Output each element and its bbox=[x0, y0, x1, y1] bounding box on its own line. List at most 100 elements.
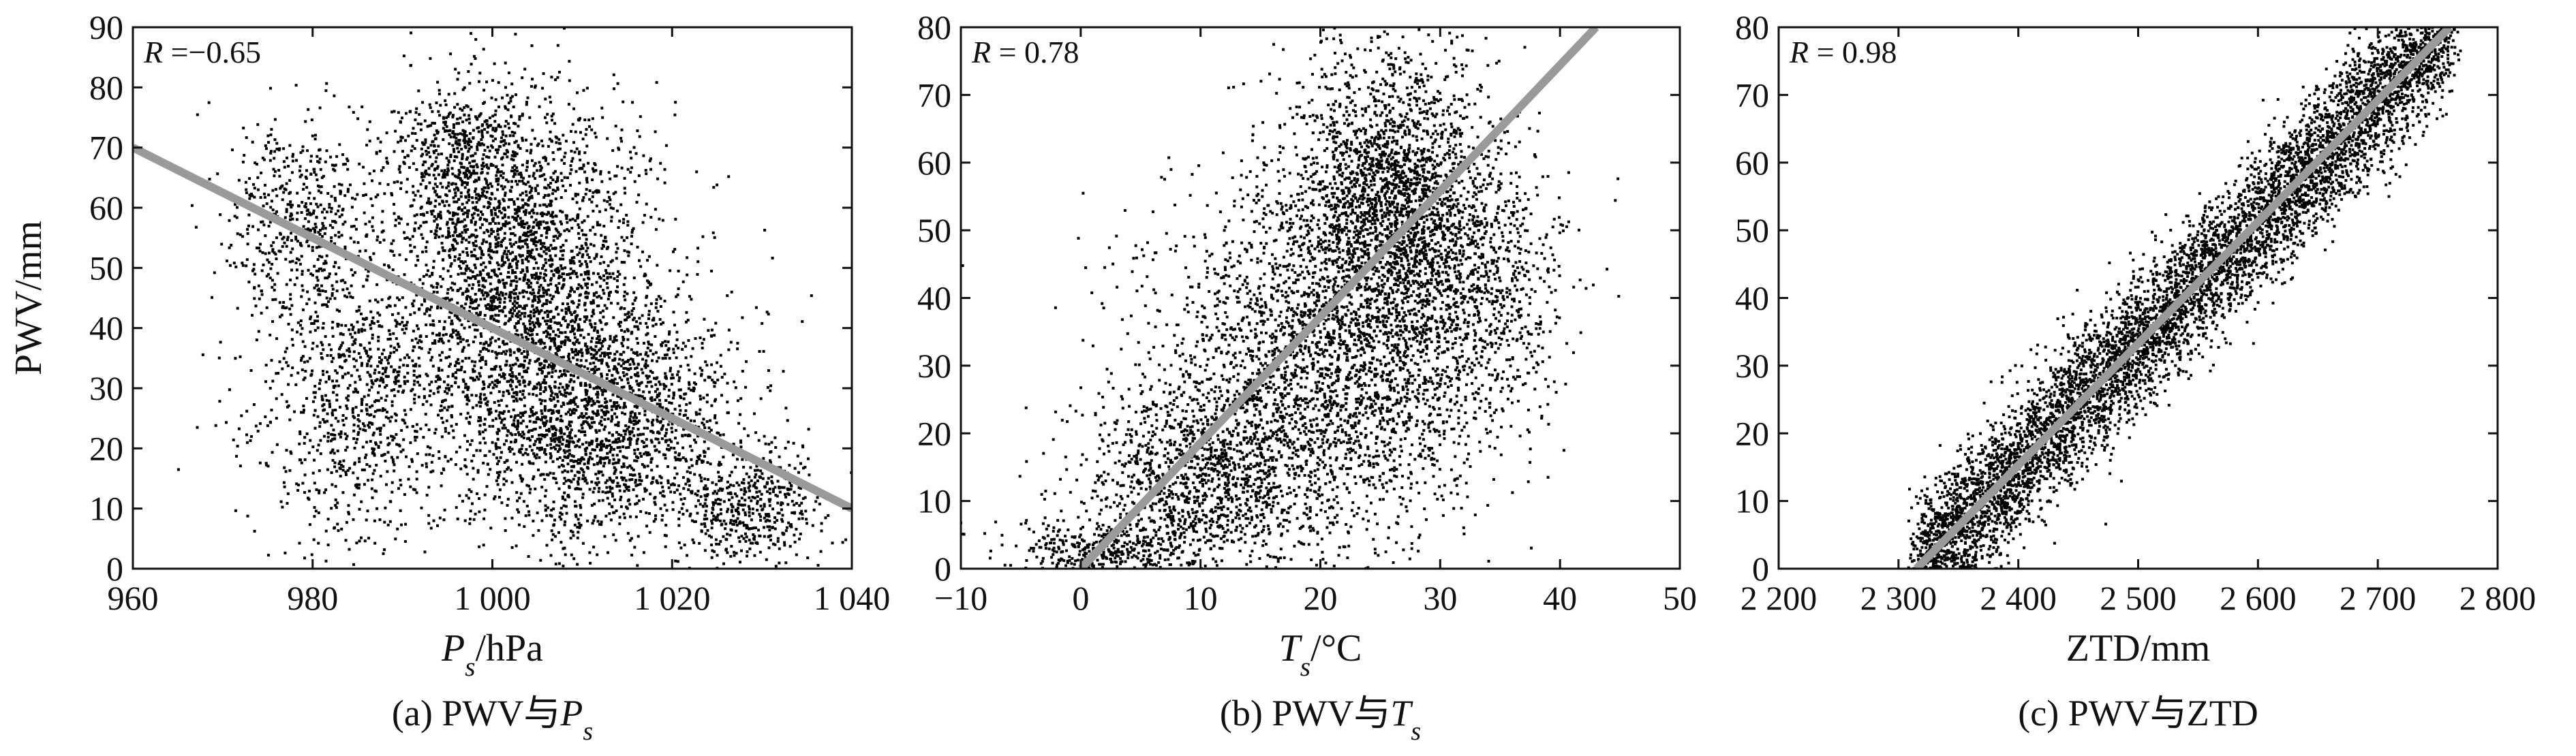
scatter-point bbox=[517, 364, 521, 368]
scatter-point bbox=[560, 222, 563, 225]
scatter-point bbox=[522, 364, 525, 367]
scatter-point bbox=[632, 488, 635, 491]
scatter-point bbox=[560, 513, 564, 516]
scatter-point bbox=[643, 487, 647, 490]
scatter-point bbox=[575, 147, 579, 151]
scatter-point bbox=[564, 311, 568, 314]
scatter-point bbox=[561, 420, 564, 423]
scatter-point bbox=[600, 415, 604, 419]
scatter-point bbox=[412, 299, 416, 302]
scatter-point bbox=[701, 342, 704, 345]
scatter-point bbox=[501, 130, 504, 133]
scatter-point bbox=[585, 393, 588, 396]
scatter-point bbox=[636, 353, 639, 357]
scatter-point bbox=[414, 221, 417, 225]
scatter-point bbox=[624, 313, 627, 316]
scatter-point bbox=[556, 450, 559, 453]
scatter-point bbox=[619, 471, 623, 474]
scatter-point bbox=[521, 430, 525, 434]
scatter-point bbox=[512, 200, 516, 204]
scatter-point bbox=[416, 327, 420, 330]
scatter-point bbox=[432, 259, 435, 263]
scatter-point bbox=[455, 329, 458, 332]
scatter-point bbox=[575, 363, 579, 366]
scatter-point bbox=[573, 500, 577, 503]
scatter-point bbox=[547, 409, 550, 412]
scatter-point bbox=[376, 193, 380, 197]
scatter-point bbox=[601, 309, 604, 313]
scatter-point bbox=[664, 398, 667, 402]
scatter-point bbox=[534, 236, 537, 240]
scatter-point bbox=[528, 381, 532, 385]
scatter-point bbox=[526, 249, 530, 253]
scatter-point bbox=[553, 440, 557, 443]
scatter-point bbox=[645, 351, 648, 354]
scatter-point bbox=[383, 263, 386, 266]
scatter-point bbox=[489, 407, 492, 411]
scatter-point bbox=[581, 492, 585, 496]
scatter-point bbox=[634, 352, 637, 355]
scatter-point bbox=[428, 314, 431, 317]
scatter-point bbox=[474, 37, 478, 41]
scatter-point bbox=[637, 328, 640, 331]
scatter-point bbox=[482, 383, 486, 386]
scatter-point bbox=[625, 318, 628, 321]
scatter-point bbox=[420, 340, 423, 343]
scatter-point bbox=[559, 431, 563, 434]
scatter-point bbox=[547, 325, 551, 328]
scatter-point bbox=[531, 208, 534, 212]
scatter-point bbox=[507, 266, 510, 269]
scatter-point bbox=[630, 478, 634, 481]
scatter-point bbox=[544, 381, 547, 384]
scatter-point bbox=[647, 255, 651, 258]
scatter-point bbox=[579, 459, 583, 462]
scatter-point bbox=[620, 476, 624, 479]
scatter-point bbox=[568, 435, 571, 438]
scatter-point bbox=[313, 264, 316, 268]
scatter-point bbox=[622, 239, 626, 242]
scatter-point bbox=[626, 316, 630, 319]
scatter-point bbox=[459, 195, 463, 198]
scatter-point bbox=[440, 484, 443, 488]
scatter-point bbox=[326, 277, 329, 280]
scatter-point bbox=[664, 434, 667, 437]
scatter-point bbox=[485, 240, 488, 244]
scatter-point bbox=[504, 426, 507, 430]
scatter-point bbox=[464, 395, 467, 398]
scatter-point bbox=[500, 375, 503, 379]
scatter-point bbox=[614, 539, 617, 542]
scatter-point bbox=[645, 444, 648, 447]
scatter-point bbox=[271, 248, 275, 251]
scatter-point bbox=[506, 108, 510, 112]
scatter-point bbox=[518, 180, 521, 183]
scatter-point bbox=[544, 178, 547, 181]
scatter-point bbox=[503, 297, 506, 300]
scatter-point bbox=[335, 309, 339, 312]
scatter-point bbox=[670, 383, 673, 386]
scatter-point bbox=[570, 420, 573, 424]
scatter-point bbox=[491, 386, 495, 390]
scatter-point bbox=[650, 343, 654, 347]
scatter-point bbox=[547, 326, 550, 330]
scatter-point bbox=[337, 209, 340, 212]
scatter-point bbox=[497, 200, 501, 203]
scatter-point bbox=[520, 225, 523, 228]
scatter-point bbox=[538, 294, 542, 298]
scatter-point bbox=[625, 446, 628, 450]
scatter-point bbox=[511, 363, 515, 366]
scatter-point bbox=[582, 474, 585, 477]
scatter-point bbox=[581, 541, 585, 545]
scatter-point bbox=[582, 196, 585, 199]
scatter-point bbox=[523, 356, 526, 359]
scatter-point bbox=[615, 257, 618, 260]
scatter-point bbox=[479, 392, 482, 396]
scatter-point bbox=[573, 320, 577, 324]
scatter-point bbox=[589, 452, 592, 455]
scatter-point bbox=[616, 247, 619, 250]
scatter-point bbox=[339, 192, 342, 195]
scatter-point bbox=[596, 477, 599, 480]
scatter-point bbox=[489, 338, 492, 341]
scatter-point bbox=[530, 159, 534, 162]
scatter-point bbox=[792, 441, 795, 445]
scatter-point bbox=[534, 298, 537, 302]
